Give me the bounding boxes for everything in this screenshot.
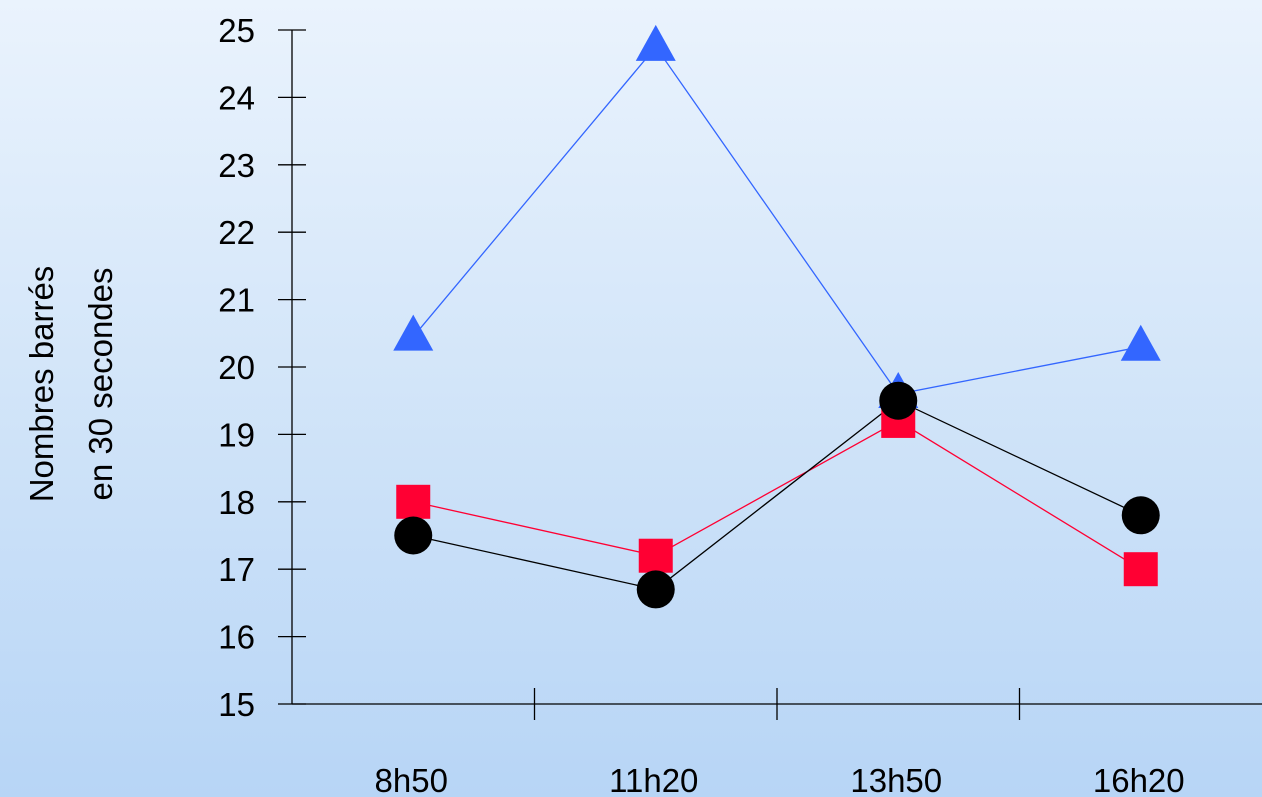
x-tick-label: 16h20	[1093, 762, 1185, 797]
series-3-point	[636, 570, 675, 609]
x-tick-label: 13h50	[850, 762, 942, 797]
series-1-point	[1120, 324, 1161, 361]
series-line-1	[412, 45, 1141, 395]
y-tick-label: 24	[218, 79, 255, 116]
y-axis-label-line-2: en 30 secondes	[82, 267, 119, 500]
y-tick-label: 25	[218, 12, 255, 49]
series-line-2	[413, 420, 1142, 570]
x-tick-label: 8h50	[375, 762, 448, 797]
x-tick-label: 11h20	[609, 762, 698, 797]
y-tick-label: 17	[218, 551, 255, 588]
series-layer	[393, 24, 1161, 609]
y-tick-label: 18	[218, 484, 255, 521]
series-1-point	[635, 24, 676, 61]
y-tick-label: 15	[218, 686, 255, 723]
y-tick-label: 21	[218, 282, 255, 319]
series-2-point	[1123, 552, 1158, 587]
y-axis-label: Nombres barrés en 30 secondes	[23, 266, 119, 503]
series-3-point	[1121, 496, 1160, 535]
series-3-point	[394, 516, 433, 555]
y-tick-label: 23	[218, 147, 255, 184]
series-line-3	[413, 399, 1142, 591]
y-tick-label: 20	[218, 349, 255, 386]
series-2-point	[396, 484, 431, 519]
y-tick-label: 22	[218, 214, 255, 251]
y-tick-label: 19	[218, 416, 255, 453]
series-1-point	[393, 314, 434, 351]
axes: 15 16 17 18 19 20 21 22 23 24 25 8h50 11h20 13h50 16h2…	[218, 12, 1262, 797]
y-axis-label-line-1: Nombres barrés	[23, 266, 60, 503]
series-2-point	[638, 538, 673, 573]
series-3-point	[879, 381, 918, 420]
y-tick-label: 16	[218, 619, 255, 656]
